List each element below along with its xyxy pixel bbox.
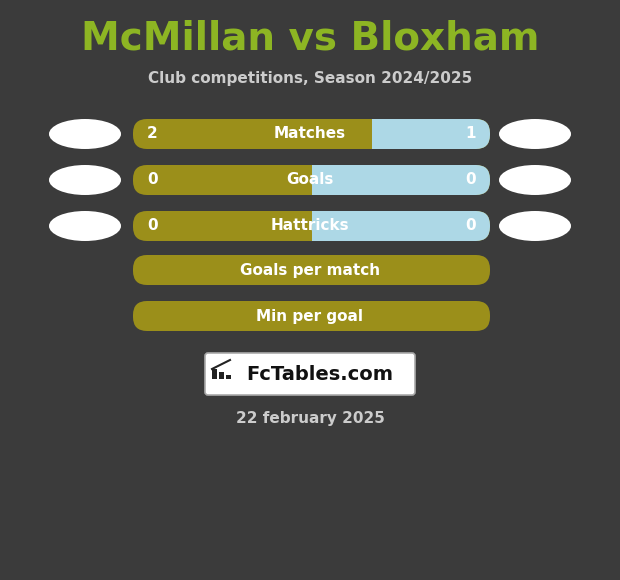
FancyBboxPatch shape bbox=[133, 119, 490, 149]
FancyBboxPatch shape bbox=[133, 301, 490, 331]
Text: 2: 2 bbox=[147, 126, 157, 142]
Polygon shape bbox=[311, 165, 326, 195]
Ellipse shape bbox=[499, 211, 571, 241]
Text: Hattricks: Hattricks bbox=[271, 219, 349, 234]
Text: 0: 0 bbox=[466, 219, 476, 234]
Ellipse shape bbox=[49, 119, 121, 149]
Ellipse shape bbox=[499, 165, 571, 195]
Text: Goals: Goals bbox=[286, 172, 334, 187]
Text: Min per goal: Min per goal bbox=[257, 309, 363, 324]
Ellipse shape bbox=[499, 119, 571, 149]
Text: 22 february 2025: 22 february 2025 bbox=[236, 411, 384, 426]
FancyBboxPatch shape bbox=[311, 211, 490, 241]
Ellipse shape bbox=[49, 165, 121, 195]
Text: Club competitions, Season 2024/2025: Club competitions, Season 2024/2025 bbox=[148, 71, 472, 85]
FancyBboxPatch shape bbox=[133, 165, 490, 195]
Text: 0: 0 bbox=[147, 172, 157, 187]
Polygon shape bbox=[311, 211, 326, 241]
Polygon shape bbox=[372, 119, 386, 149]
Bar bbox=[219, 372, 224, 379]
Text: Goals per match: Goals per match bbox=[240, 263, 380, 277]
Text: McMillan vs Bloxham: McMillan vs Bloxham bbox=[81, 19, 539, 57]
Bar bbox=[212, 369, 217, 379]
Text: 1: 1 bbox=[466, 126, 476, 142]
FancyBboxPatch shape bbox=[311, 165, 490, 195]
FancyBboxPatch shape bbox=[133, 211, 490, 241]
FancyBboxPatch shape bbox=[372, 119, 490, 149]
Text: 0: 0 bbox=[466, 172, 476, 187]
Bar bbox=[226, 375, 231, 379]
Text: 0: 0 bbox=[147, 219, 157, 234]
Text: Matches: Matches bbox=[274, 126, 346, 142]
FancyBboxPatch shape bbox=[205, 353, 415, 395]
FancyBboxPatch shape bbox=[133, 255, 490, 285]
Ellipse shape bbox=[49, 211, 121, 241]
Text: FcTables.com: FcTables.com bbox=[247, 364, 394, 383]
